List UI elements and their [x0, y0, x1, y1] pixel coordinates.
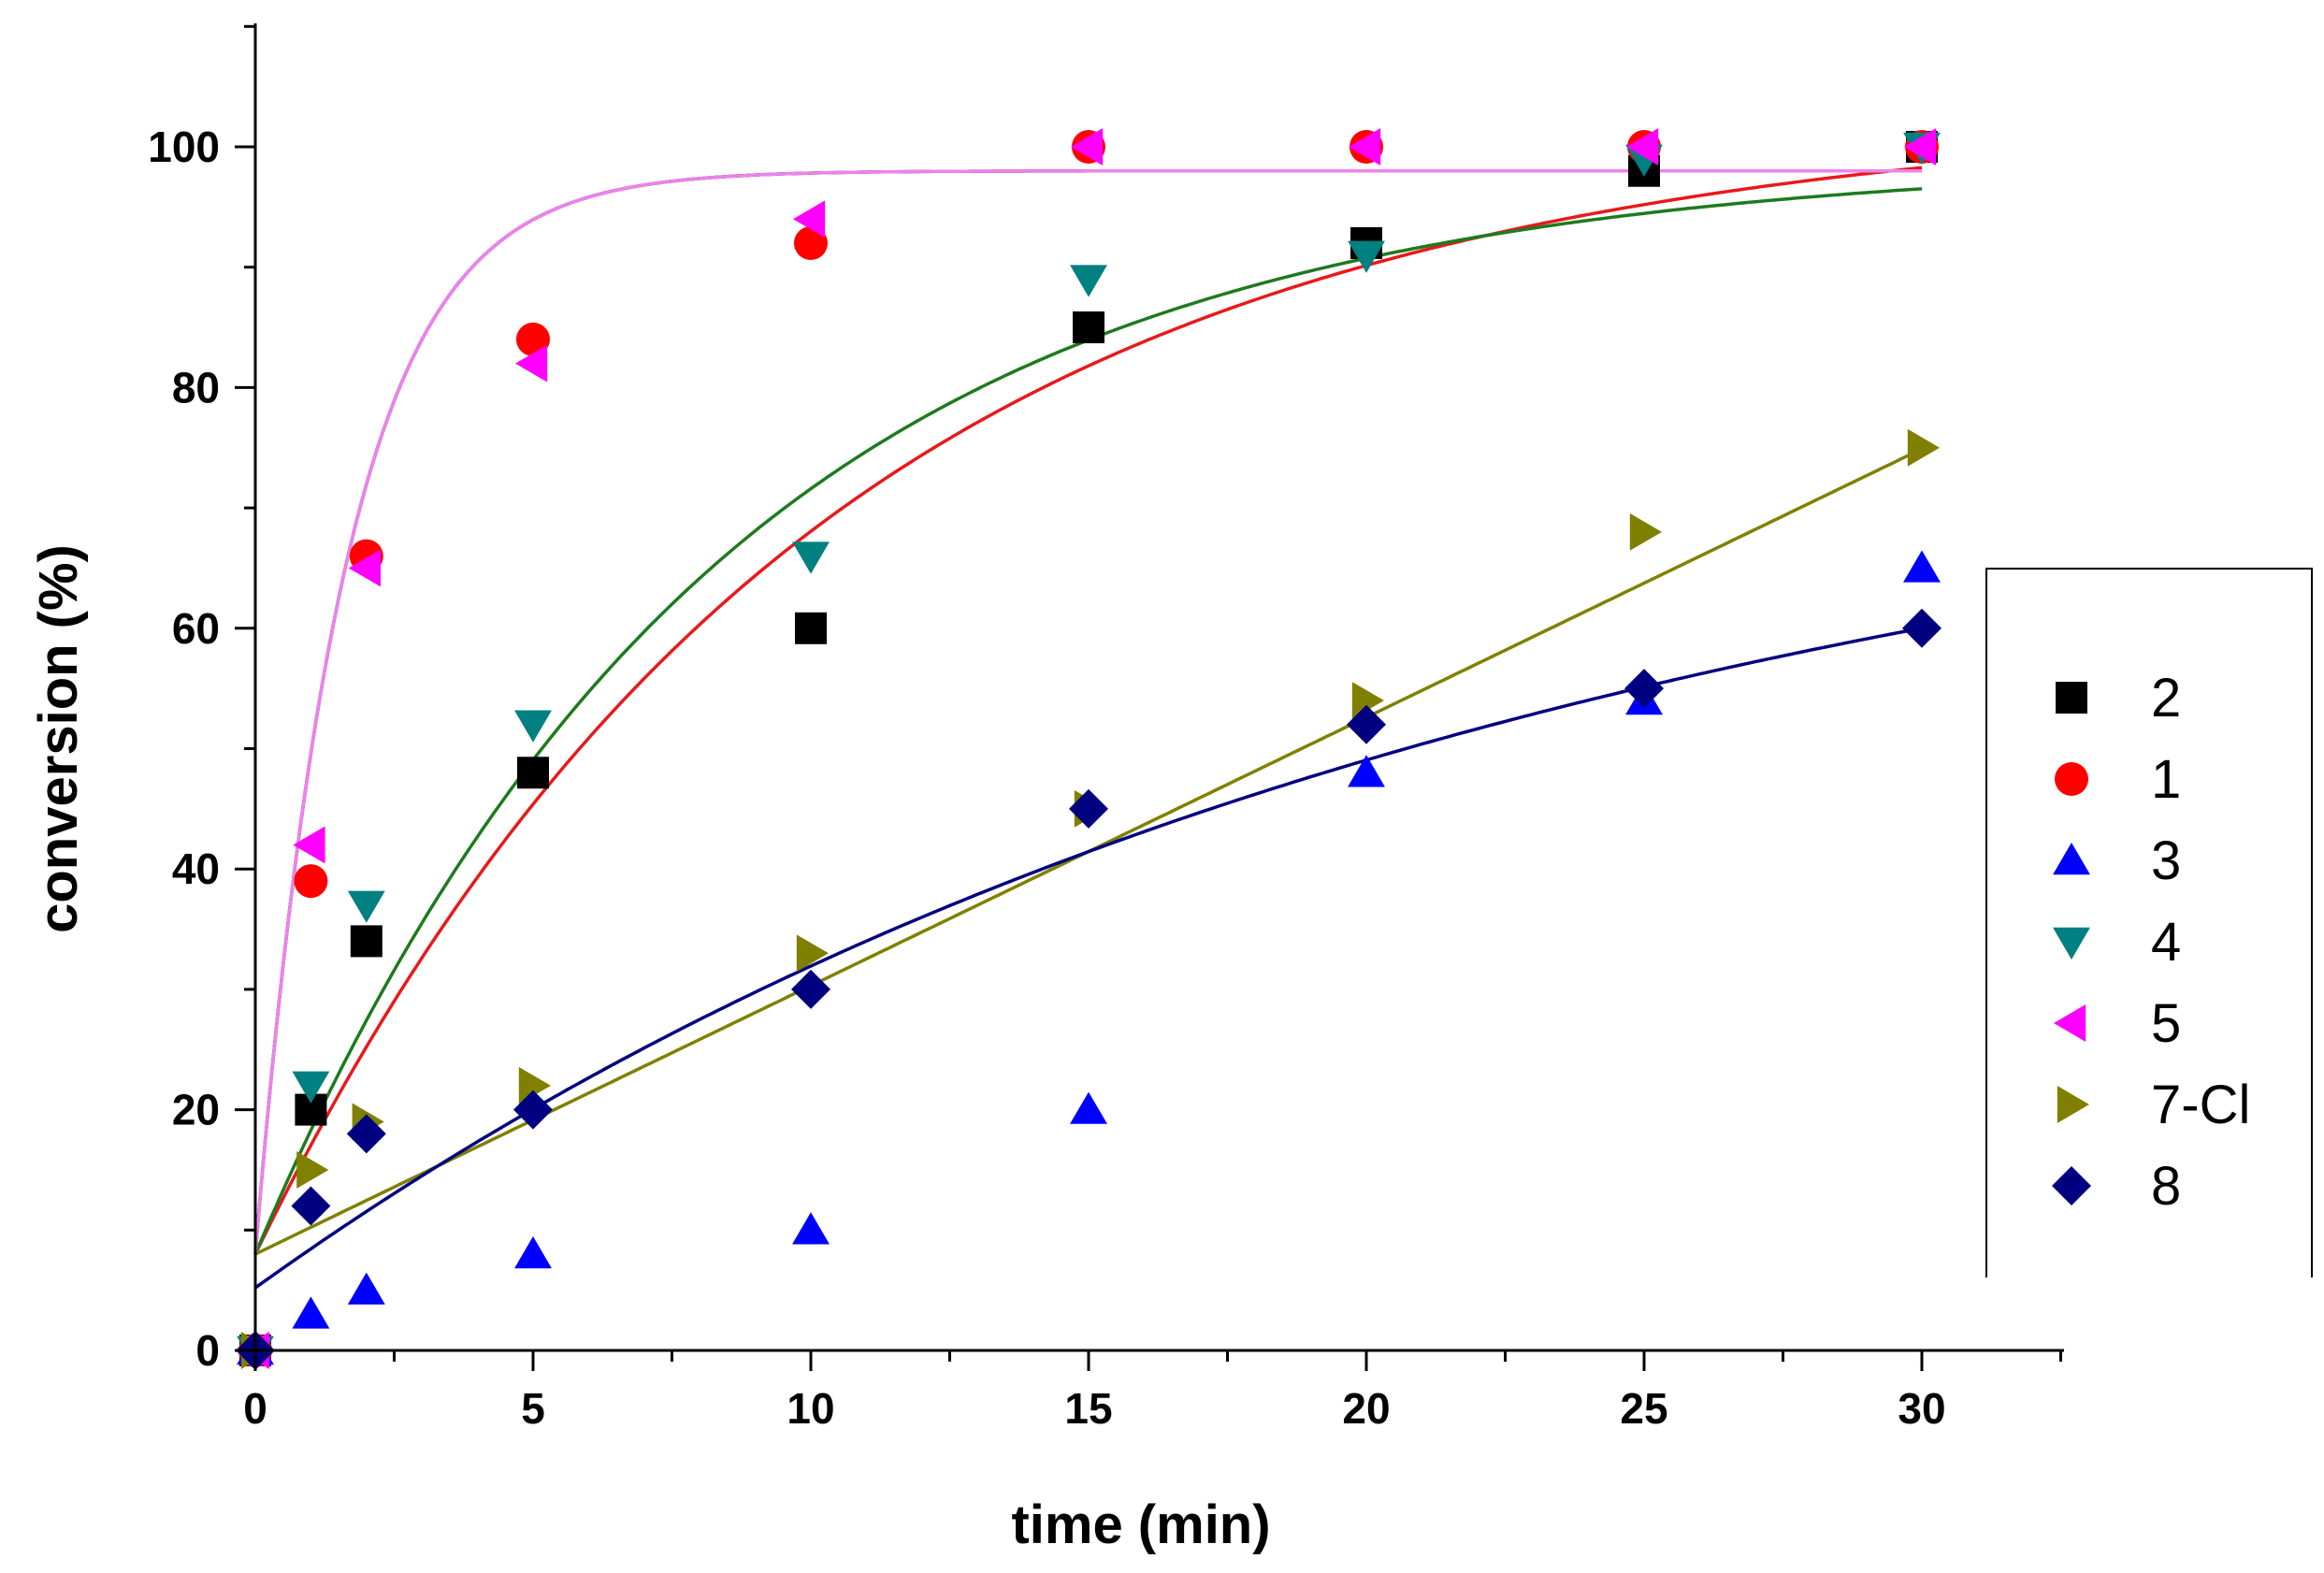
- data-point: [1626, 128, 1659, 166]
- data-point: [513, 1090, 553, 1130]
- legend-label: 7-Cl: [2151, 1075, 2250, 1135]
- data-point: [347, 890, 385, 923]
- data-point: [292, 1071, 330, 1104]
- data-point: [796, 934, 829, 973]
- data-point: [1902, 608, 1941, 648]
- legend-marker: [2054, 1004, 2086, 1042]
- x-tick-label: 15: [1064, 1384, 1112, 1433]
- data-point: [1348, 240, 1385, 273]
- data-point: [1071, 128, 1104, 166]
- data-point: [293, 826, 325, 864]
- legend-marker: [2057, 1086, 2089, 1123]
- legend-item-5: 5: [2054, 993, 2181, 1054]
- legend-item-3: 3: [2053, 830, 2181, 891]
- data-point: [795, 612, 827, 644]
- legend-item-2: 2: [2056, 668, 2181, 729]
- legend-label: 2: [2151, 668, 2181, 729]
- data-point: [792, 541, 830, 574]
- y-tick-label: 100: [148, 123, 220, 171]
- data-point: [518, 1066, 551, 1104]
- data-point: [1629, 512, 1662, 551]
- data-point: [350, 925, 383, 958]
- y-tick-label: 0: [195, 1326, 220, 1375]
- data-point: [346, 1114, 386, 1154]
- data-point: [1347, 704, 1386, 744]
- data-point: [1349, 128, 1381, 166]
- data-point: [516, 322, 550, 356]
- data-point: [515, 344, 548, 382]
- series-7-Cl: [240, 428, 1940, 1369]
- x-tick-label: 25: [1620, 1384, 1667, 1433]
- legend-marker: [2053, 927, 2090, 960]
- data-point: [794, 225, 828, 260]
- series-3: [237, 550, 1941, 1365]
- data-point: [1351, 682, 1384, 719]
- legend-marker: [2055, 762, 2088, 796]
- data-point: [1904, 128, 1937, 166]
- data-point: [1903, 550, 1941, 583]
- data-point: [292, 1296, 330, 1329]
- x-axis-title: time (min): [1011, 1494, 1270, 1555]
- legend-item-1: 1: [2055, 749, 2181, 810]
- legend-label: 1: [2151, 749, 2181, 810]
- x-tick-label: 20: [1342, 1384, 1390, 1433]
- data-point: [291, 1186, 331, 1226]
- legend-label: 4: [2151, 912, 2181, 973]
- legend-box: [1985, 568, 2313, 1277]
- data-point: [1073, 311, 1104, 344]
- fit-8-curve: [253, 626, 1923, 1290]
- fit-1-curve: [253, 166, 1923, 1255]
- data-point: [1070, 265, 1107, 297]
- y-tick-label: 80: [172, 363, 220, 411]
- data-point: [1907, 428, 1940, 467]
- legend-item-4: 4: [2053, 912, 2181, 973]
- legend-item-8: 8: [2052, 1156, 2181, 1217]
- data-point: [514, 710, 552, 743]
- data-point: [348, 549, 381, 587]
- data-point: [294, 864, 328, 899]
- data-point: [1069, 788, 1108, 829]
- legend-item-7-Cl: 7-Cl: [2057, 1075, 2250, 1135]
- data-point: [514, 1236, 552, 1269]
- x-tick-label: 5: [521, 1384, 545, 1433]
- data-point: [1070, 1091, 1107, 1124]
- data-point: [792, 1212, 830, 1245]
- data-point: [793, 200, 826, 238]
- legend-label: 3: [2151, 830, 2181, 891]
- ticks: 0 5 10 15 20 25 30 0 20 40 60 80 100: [148, 24, 2062, 1433]
- legend-marker: [2056, 682, 2087, 714]
- axes: [253, 23, 2064, 1352]
- data-point: [1348, 755, 1385, 787]
- data-point: [791, 969, 830, 1009]
- data-point: [1624, 669, 1664, 709]
- legend-marker: [2052, 1166, 2091, 1205]
- legend-marker: [2053, 843, 2090, 875]
- x-tick-label: 0: [243, 1384, 267, 1433]
- legend-label: 5: [2151, 993, 2181, 1054]
- y-axis-title: conversion (%): [28, 544, 89, 933]
- y-tick-label: 60: [172, 604, 220, 653]
- series-8: [236, 608, 1941, 1370]
- y-tick-label: 40: [172, 844, 220, 893]
- legend-label: 8: [2151, 1156, 2181, 1217]
- series-2: [239, 131, 1938, 1366]
- data-point: [517, 757, 549, 789]
- x-tick-label: 10: [787, 1384, 834, 1433]
- data-markers: [236, 128, 1941, 1370]
- data-point: [347, 1272, 385, 1305]
- data-point: [296, 1151, 329, 1189]
- x-tick-label: 30: [1898, 1384, 1945, 1433]
- legend: 2 1 3 4 5 7-Cl 8: [1985, 568, 2313, 1277]
- y-tick-label: 20: [172, 1086, 220, 1134]
